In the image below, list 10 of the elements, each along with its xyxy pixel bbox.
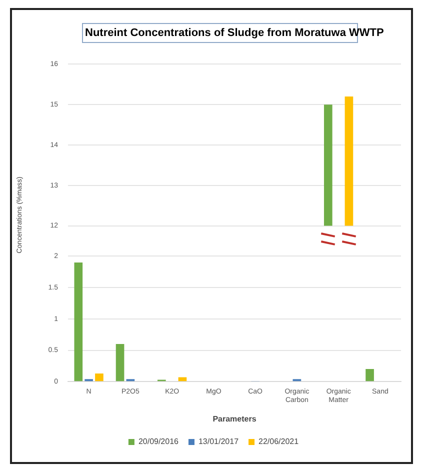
x-axis-title: Parameters: [212, 414, 257, 424]
chart-title: Nutreint Concentrations of Sludge from Moratuwa WWTP: [84, 26, 384, 41]
bar: [95, 373, 104, 382]
legend-label: 20/09/2016: [138, 437, 180, 446]
bar: [116, 344, 124, 382]
bar: [366, 369, 374, 382]
bar: [178, 377, 187, 382]
bar: [74, 262, 83, 382]
legend-label: 22/06/2021: [258, 437, 300, 446]
legend-label: 13/01/2017: [198, 437, 240, 446]
